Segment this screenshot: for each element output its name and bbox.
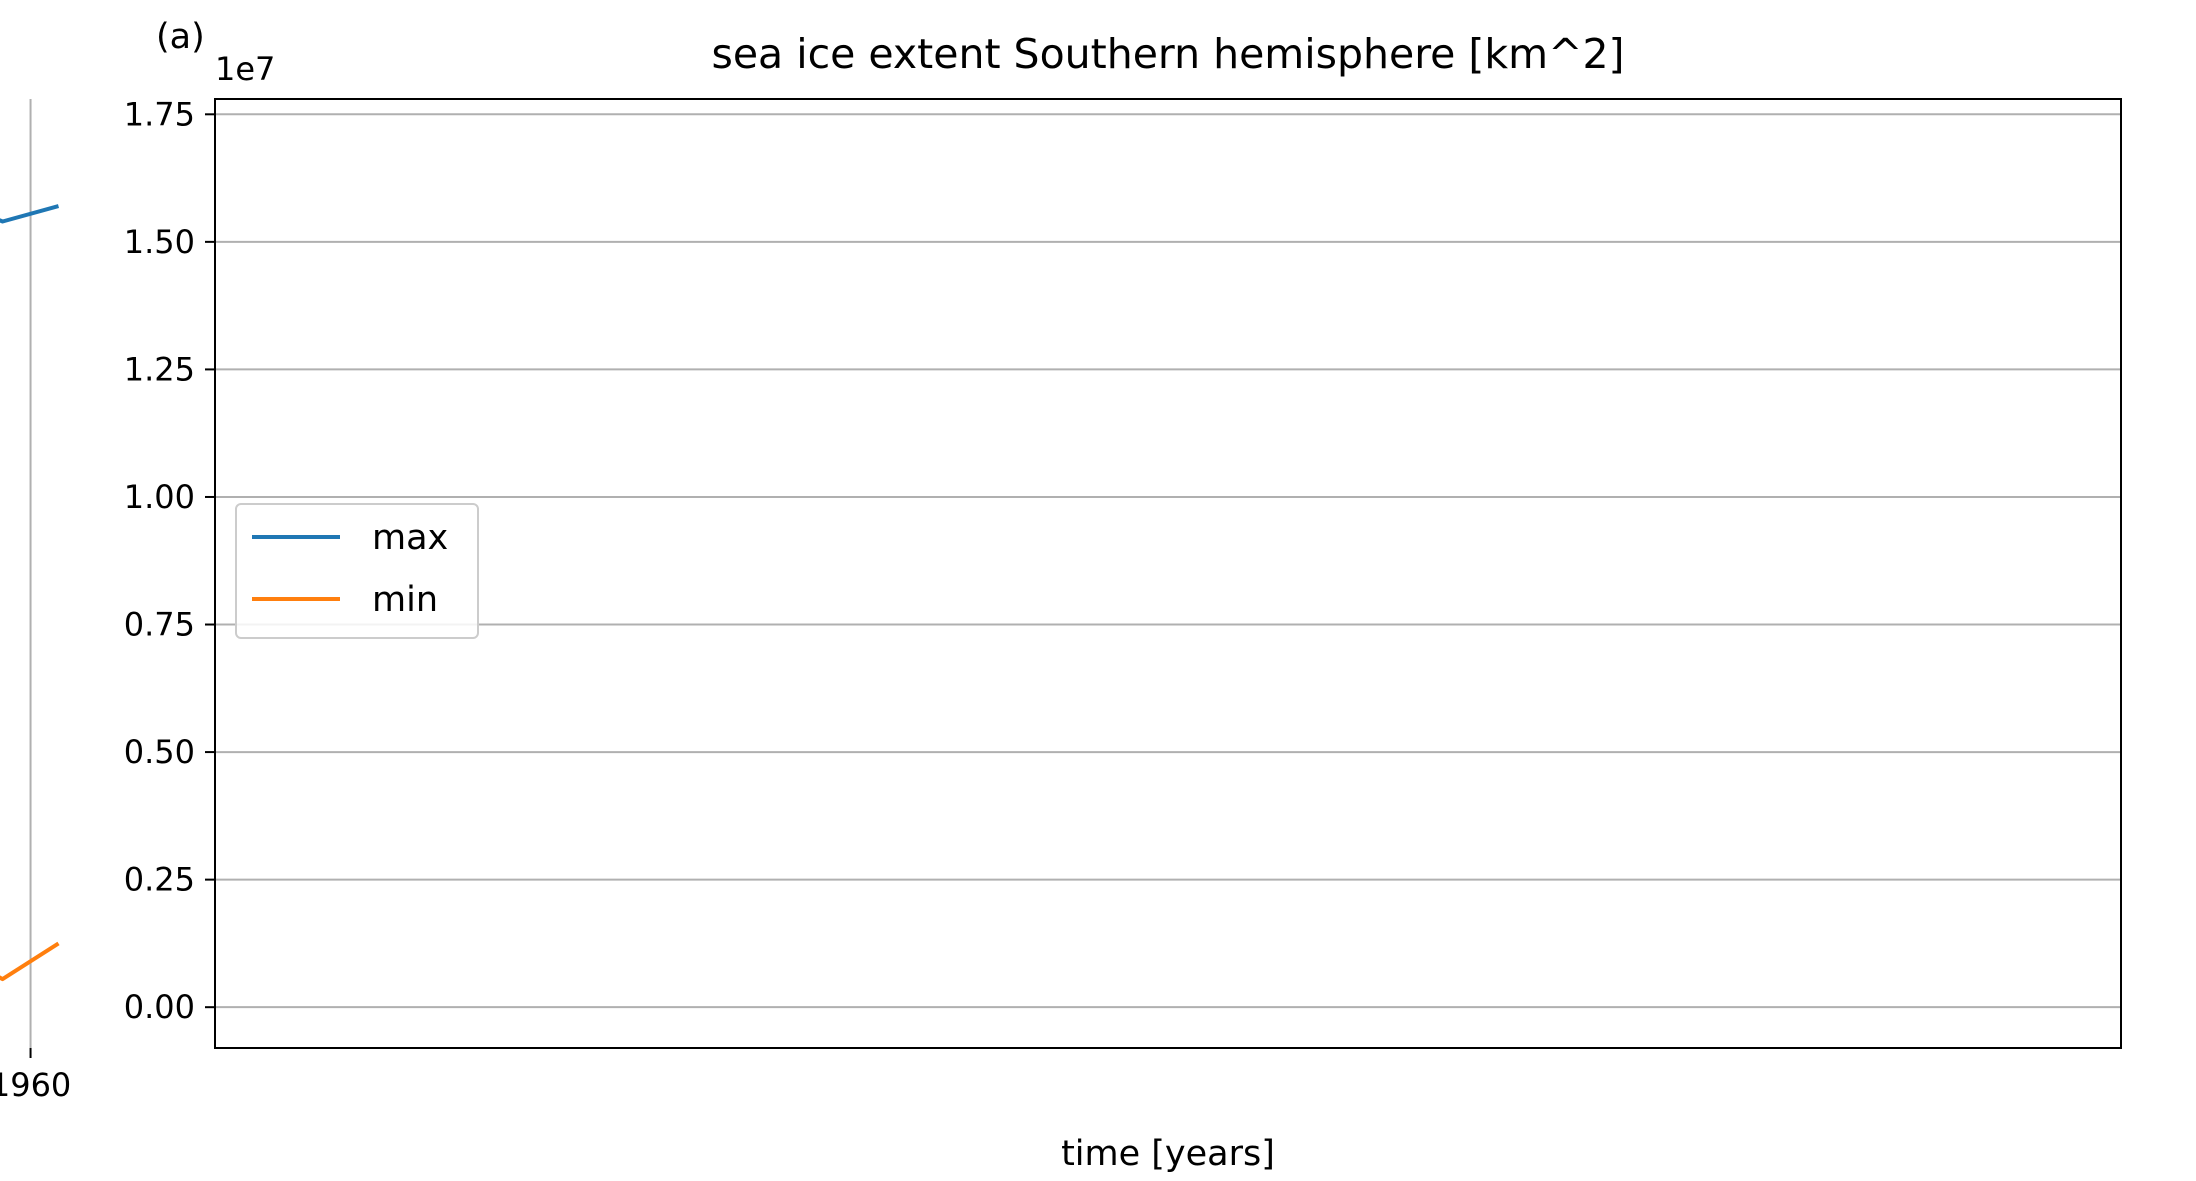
y-tick-label-4: 1.00: [124, 478, 195, 516]
y-tick-label-2: 0.50: [124, 733, 195, 771]
legend-label-max: max: [372, 518, 448, 558]
panel-label: (a): [156, 17, 205, 57]
series-line-max: [0, 204, 60, 224]
y-tick-label-7: 1.75: [124, 95, 195, 133]
legend: max min: [235, 503, 479, 639]
y-axis-ticks: 0.00 0.25 0.50 0.75 1.00 1.25 1.50 1.75: [124, 95, 215, 1026]
x-tick-label-1960: 1960: [0, 1066, 71, 1104]
plot-frame: [214, 98, 2122, 1049]
chart-title: sea ice extent Southern hemisphere [km^2…: [711, 30, 1624, 78]
legend-label-min: min: [372, 580, 438, 620]
y-tick-label-0: 0.00: [124, 988, 195, 1026]
y-tick-label-3: 0.75: [124, 606, 195, 644]
y-tick-label-6: 1.50: [124, 223, 195, 261]
x-axis-label: time [years]: [1061, 1134, 1275, 1174]
x-axis-ticks: 1960197019801990200020102020: [0, 1048, 71, 1104]
y-tick-label-5: 1.25: [124, 350, 195, 388]
y-offset-label: 1e7: [215, 50, 275, 88]
grid-lines: [29, 99, 2121, 1048]
series-line-min: [0, 941, 60, 982]
series-layer: [0, 204, 60, 982]
y-tick-label-1: 0.25: [124, 861, 195, 899]
